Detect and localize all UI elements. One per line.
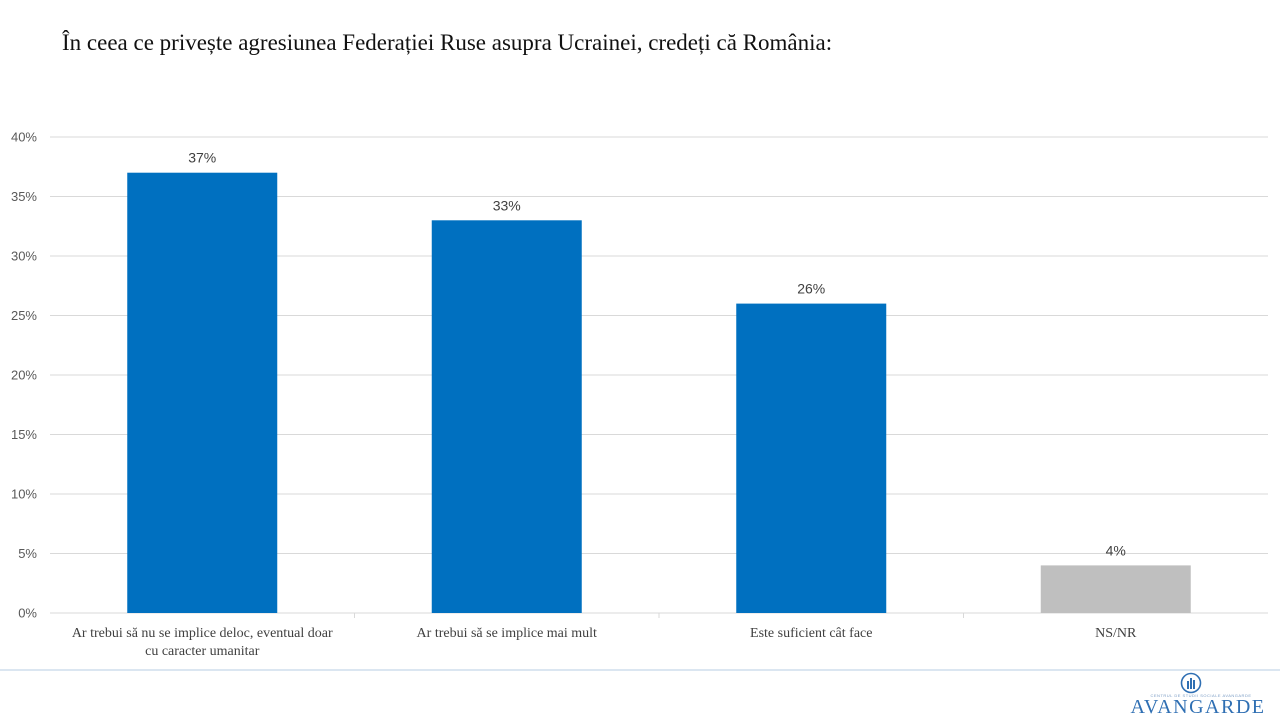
bar bbox=[736, 303, 887, 613]
y-tick-label: 5% bbox=[18, 546, 37, 561]
bar bbox=[431, 220, 582, 614]
y-tick-label: 25% bbox=[11, 308, 37, 323]
footer-divider bbox=[0, 669, 1280, 671]
logo-text: AVANGARDE bbox=[1130, 696, 1266, 718]
y-tick-label: 10% bbox=[11, 487, 37, 502]
y-tick-label: 0% bbox=[18, 606, 37, 621]
category-label: Este suficient cât face bbox=[750, 626, 872, 641]
chart-title: În ceea ce privește agresiunea Federație… bbox=[62, 30, 833, 55]
category-label: NS/NR bbox=[1095, 626, 1137, 641]
y-tick-label: 30% bbox=[11, 249, 37, 264]
category-label: Ar trebui să nu se implice deloc, eventu… bbox=[72, 626, 333, 641]
data-label: 33% bbox=[493, 197, 521, 213]
avangarde-logo-icon bbox=[1180, 672, 1202, 694]
bar-chart: 0% 5% 10% 15% 20% 25% 30% 35% 40% 37% 33% 26% 4% Ar… bbox=[11, 130, 1268, 659]
avangarde-logo: CENTRUL DE STUDII SOCIALE AVANGARDE AVAN… bbox=[1128, 672, 1268, 718]
bars bbox=[127, 172, 1191, 614]
data-label: 4% bbox=[1106, 542, 1126, 558]
logo-subtitle: CENTRUL DE STUDII SOCIALE AVANGARDE bbox=[1150, 693, 1252, 698]
bar bbox=[127, 172, 278, 613]
bar bbox=[1040, 565, 1191, 613]
y-tick-label: 20% bbox=[11, 368, 37, 383]
category-label: cu caracter umanitar bbox=[145, 644, 260, 659]
y-tick-label: 15% bbox=[11, 427, 37, 442]
y-tick-label: 40% bbox=[11, 130, 37, 145]
x-axis-category-labels: Ar trebui să nu se implice deloc, eventu… bbox=[72, 626, 1137, 659]
y-axis-tick-labels: 0% 5% 10% 15% 20% 25% 30% 35% 40% bbox=[11, 130, 37, 621]
data-label: 26% bbox=[797, 281, 825, 297]
y-tick-label: 35% bbox=[11, 189, 37, 204]
category-label: Ar trebui să se implice mai mult bbox=[417, 626, 598, 641]
data-labels: 37% 33% 26% 4% bbox=[188, 150, 1126, 559]
data-label: 37% bbox=[188, 150, 216, 166]
